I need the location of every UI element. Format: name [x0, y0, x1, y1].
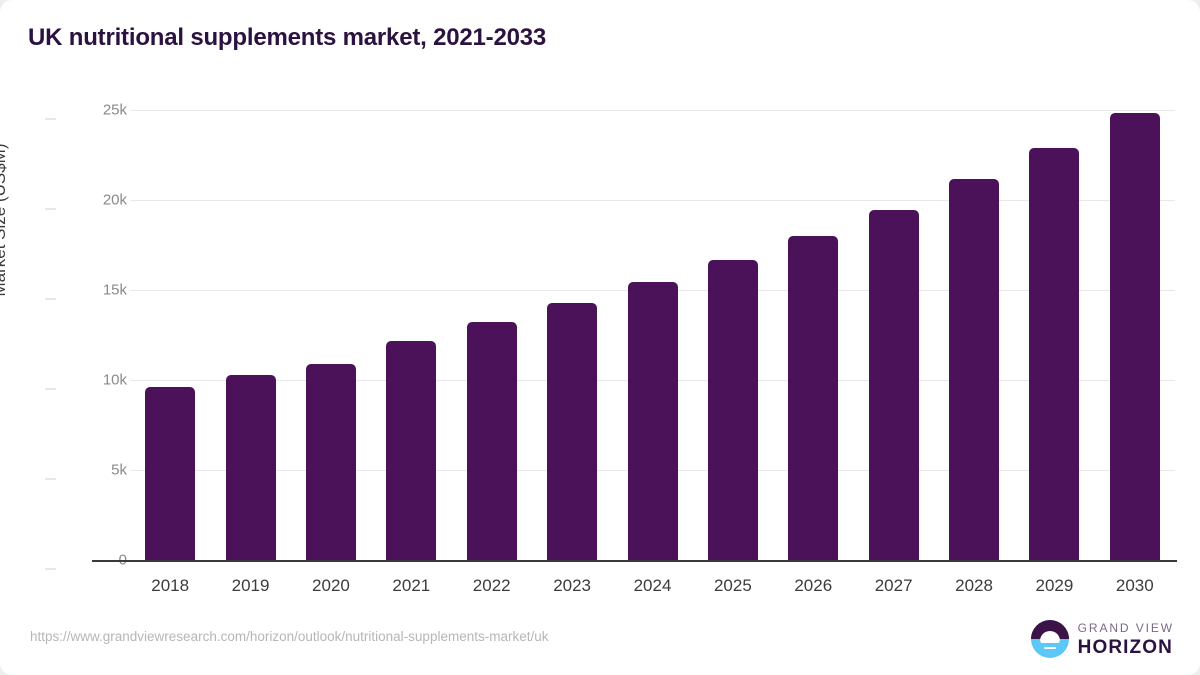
logo-wordmark: GRAND VIEW HORIZON — [1078, 622, 1174, 657]
bar[interactable] — [949, 179, 1000, 560]
x-axis-tick-label: 2026 — [794, 576, 833, 595]
x-axis-line — [92, 560, 1177, 562]
y-axis-tick-mark — [45, 298, 56, 300]
logo-ray-2 — [1043, 646, 1056, 650]
x-axis-tick-label: 2029 — [1035, 576, 1074, 595]
plot-area: 05k10k15k20k25k2018201920202021202220232… — [45, 102, 1175, 595]
bar[interactable] — [466, 322, 517, 560]
y-axis-tick-mark — [45, 478, 56, 480]
bar[interactable] — [386, 341, 437, 560]
x-axis-tick-label: 2025 — [713, 576, 752, 595]
logo-dome — [1039, 631, 1060, 642]
logo-sky — [1030, 620, 1069, 639]
y-axis-tick-label: 5k — [45, 462, 127, 480]
page-title: UK nutritional supplements market, 2021-… — [28, 24, 547, 51]
y-axis-title: Market Size (US$M) — [0, 143, 9, 297]
bar[interactable] — [1029, 147, 1080, 560]
x-axis-tick-label: 2020 — [312, 576, 350, 595]
bar[interactable] — [1109, 112, 1160, 560]
gridline — [130, 200, 1175, 201]
x-axis-tick-label: 2028 — [955, 576, 993, 595]
bar[interactable] — [145, 387, 196, 560]
horizon-sun-icon — [1030, 620, 1069, 658]
x-axis-tick-label: 2018 — [151, 576, 190, 595]
logo-line-1: GRAND VIEW — [1077, 620, 1174, 635]
x-axis-tick-label: 2023 — [553, 576, 592, 595]
y-axis-tick-mark — [45, 568, 56, 570]
y-axis-tick-mark — [45, 208, 56, 210]
x-axis-tick-label: 2019 — [231, 576, 270, 595]
x-axis-tick-label: 2022 — [472, 576, 511, 595]
bar[interactable] — [225, 374, 276, 560]
bar[interactable] — [788, 236, 839, 560]
y-axis-tick-label: 20k — [45, 192, 127, 210]
logo-line-2: HORIZON — [1077, 636, 1173, 658]
y-axis-tick-label: 25k — [45, 102, 127, 120]
logo-ray-1 — [1040, 640, 1060, 644]
bar[interactable] — [868, 209, 919, 560]
y-axis-tick-label: 15k — [45, 282, 127, 300]
bar[interactable] — [707, 260, 758, 560]
y-axis-tick-mark — [45, 388, 56, 390]
grand-view-horizon-logo: GRAND VIEW HORIZON — [1030, 620, 1174, 658]
gridline — [130, 110, 1175, 111]
bar[interactable] — [305, 363, 356, 560]
bar[interactable] — [547, 302, 598, 560]
bar[interactable] — [627, 281, 678, 560]
x-axis-tick-label: 2030 — [1115, 576, 1154, 595]
y-axis-tick-label: 10k — [45, 372, 127, 390]
x-axis-tick-label: 2024 — [633, 576, 672, 595]
x-axis-tick-label: 2027 — [874, 576, 913, 595]
y-axis-tick-mark — [45, 118, 56, 120]
source-url: https://www.grandviewresearch.com/horizo… — [30, 629, 549, 644]
x-axis-tick-label: 2021 — [392, 576, 431, 595]
